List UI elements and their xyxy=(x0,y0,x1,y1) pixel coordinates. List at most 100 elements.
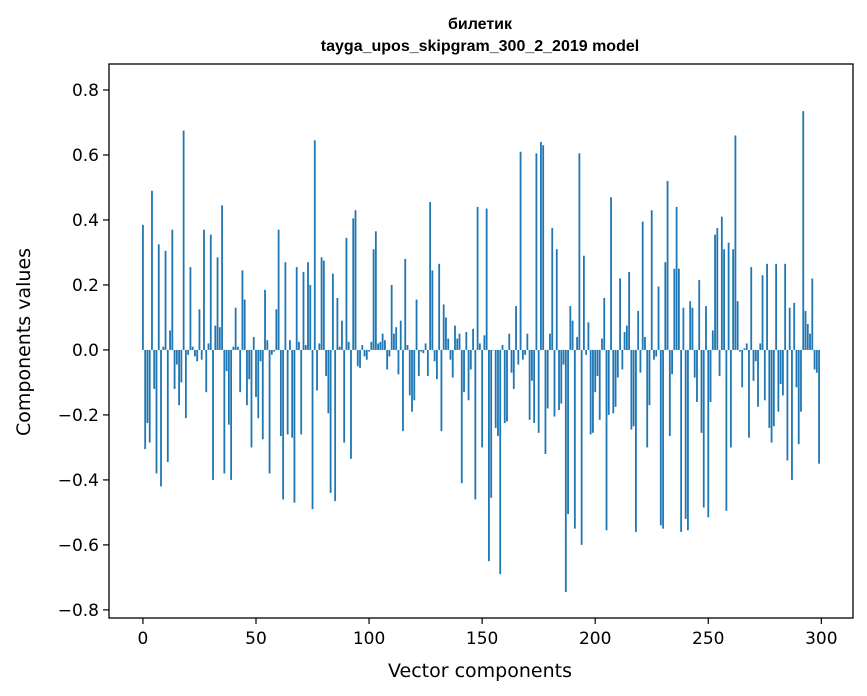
bar xyxy=(682,307,685,350)
bar xyxy=(259,349,262,362)
bar xyxy=(189,267,192,350)
bar xyxy=(587,322,590,350)
bar xyxy=(781,349,784,396)
bar xyxy=(191,346,194,350)
bar xyxy=(266,340,269,350)
bar xyxy=(227,349,230,425)
bar xyxy=(490,349,493,498)
bar xyxy=(732,249,735,350)
bar xyxy=(743,348,746,350)
bar xyxy=(209,234,212,350)
bar xyxy=(702,349,705,508)
bar xyxy=(666,180,669,350)
x-axis-label: Vector components xyxy=(388,660,572,682)
plot-frame xyxy=(108,63,854,619)
bar xyxy=(512,349,515,389)
bar xyxy=(221,205,223,350)
bar xyxy=(370,341,373,350)
bar xyxy=(786,349,789,461)
bar xyxy=(282,349,285,500)
bar xyxy=(309,284,312,350)
bar xyxy=(198,309,201,350)
bar xyxy=(194,349,196,357)
bar xyxy=(519,151,522,350)
bar xyxy=(524,349,526,355)
bar xyxy=(438,263,441,350)
bar xyxy=(431,270,434,350)
x-tick-label: 300 xyxy=(805,629,837,649)
bar xyxy=(671,349,673,375)
bar xyxy=(386,349,389,370)
bar xyxy=(187,349,190,355)
bar xyxy=(748,349,750,438)
bar xyxy=(436,349,438,380)
bar xyxy=(621,349,624,370)
bar xyxy=(225,349,228,372)
bar xyxy=(218,327,221,350)
bar xyxy=(393,333,395,350)
bar xyxy=(766,263,768,350)
bar xyxy=(320,257,323,350)
bar xyxy=(571,320,574,350)
bar xyxy=(144,349,147,450)
bar xyxy=(564,349,567,593)
bar xyxy=(445,317,447,350)
bar xyxy=(257,349,260,419)
bar xyxy=(741,349,744,388)
bar xyxy=(397,349,400,375)
bar xyxy=(592,349,594,433)
bar xyxy=(501,345,504,350)
bar xyxy=(623,332,626,350)
bar xyxy=(585,349,588,355)
bar xyxy=(535,153,538,350)
bar xyxy=(467,349,470,401)
bar xyxy=(589,349,592,435)
bar xyxy=(175,349,178,365)
bar xyxy=(377,343,380,350)
y-axis-label: Components values xyxy=(13,248,35,436)
bar xyxy=(673,268,676,350)
bar xyxy=(171,229,174,350)
bar xyxy=(322,260,325,350)
bar xyxy=(336,297,339,350)
y-tick-label: 0.4 xyxy=(72,211,99,231)
bar xyxy=(700,349,703,433)
bar xyxy=(196,349,199,362)
bar xyxy=(555,249,558,350)
bar xyxy=(687,349,689,531)
bar xyxy=(530,349,533,381)
bar xyxy=(770,349,773,443)
y-tick-label: 0.2 xyxy=(72,276,99,296)
bar xyxy=(284,262,287,350)
bar xyxy=(635,349,637,532)
bar xyxy=(327,349,330,414)
bar xyxy=(750,267,753,350)
bar xyxy=(406,345,409,350)
bar xyxy=(691,307,694,350)
bar xyxy=(338,346,341,350)
bar xyxy=(447,338,450,350)
bar xyxy=(157,244,160,350)
bar xyxy=(761,275,764,350)
bar xyxy=(772,349,775,427)
y-tick-label: −0.2 xyxy=(58,406,99,426)
bar xyxy=(707,349,710,518)
bar xyxy=(533,349,536,424)
bar xyxy=(250,349,253,448)
bar xyxy=(417,349,420,376)
bar xyxy=(442,304,445,350)
bar xyxy=(264,289,266,350)
bar xyxy=(725,349,728,511)
bar xyxy=(325,349,327,376)
y-tick-label: 0.8 xyxy=(72,81,99,101)
bar xyxy=(388,349,391,357)
bar xyxy=(657,286,660,350)
bar xyxy=(368,349,370,352)
bar xyxy=(408,349,411,396)
bar xyxy=(582,255,585,350)
bar xyxy=(614,349,617,407)
bar xyxy=(698,280,701,350)
bar xyxy=(784,263,787,350)
bar xyxy=(146,349,149,424)
bar xyxy=(619,278,621,350)
